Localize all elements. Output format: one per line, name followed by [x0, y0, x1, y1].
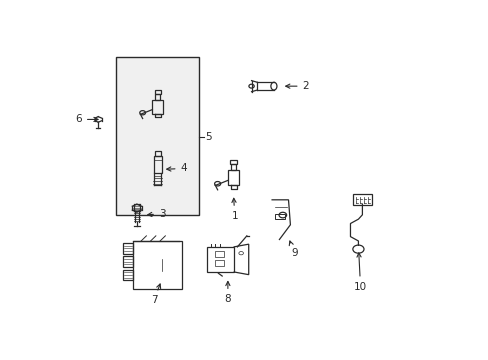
Bar	[206, 247, 233, 272]
Bar	[352, 194, 371, 204]
Text: 7: 7	[150, 284, 160, 305]
Bar	[152, 100, 163, 114]
Text: 10: 10	[353, 253, 366, 292]
Bar	[214, 260, 224, 266]
Bar	[275, 214, 284, 219]
Text: 6: 6	[75, 114, 98, 125]
Bar	[230, 160, 237, 164]
Bar	[116, 57, 199, 215]
Bar	[214, 251, 224, 257]
Text: 5: 5	[205, 132, 211, 143]
Text: 8: 8	[224, 282, 231, 304]
Bar	[133, 242, 182, 288]
Text: 1: 1	[231, 198, 238, 221]
Bar	[155, 94, 160, 100]
Bar	[230, 164, 236, 170]
Bar	[122, 256, 133, 267]
Bar	[154, 90, 161, 94]
Text: 9: 9	[289, 241, 297, 258]
Text: 3: 3	[147, 209, 165, 219]
Bar	[227, 170, 239, 185]
Text: 2: 2	[285, 81, 308, 91]
Text: 4: 4	[166, 163, 187, 174]
Bar	[154, 151, 161, 156]
Bar	[153, 156, 162, 174]
Bar	[122, 270, 133, 280]
Bar	[122, 243, 133, 253]
